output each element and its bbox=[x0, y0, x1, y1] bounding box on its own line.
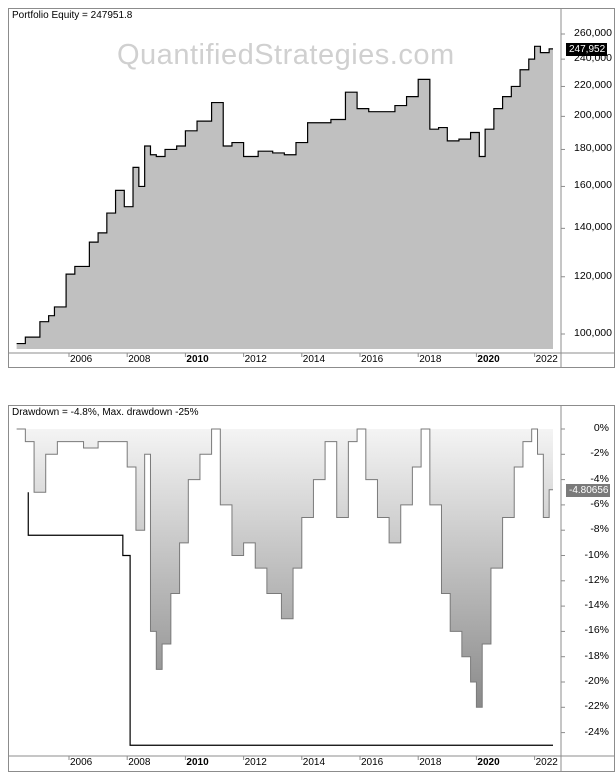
y-tick-label: -20% bbox=[584, 675, 609, 687]
x-tick-label: 2020 bbox=[477, 354, 500, 365]
y-tick-label: -2% bbox=[590, 447, 609, 460]
y-tick-label: -14% bbox=[584, 599, 609, 612]
x-tick-label: 2010 bbox=[186, 757, 209, 768]
x-tick-label: 2012 bbox=[244, 354, 267, 365]
watermark: QuantifiedStrategies.com bbox=[117, 39, 455, 71]
y-tick-label: 200,000 bbox=[574, 109, 612, 122]
y-tick-label: 140,000 bbox=[574, 221, 612, 234]
y-tick-label: -10% bbox=[584, 548, 609, 561]
x-tick-label: 2014 bbox=[302, 354, 326, 365]
x-tick-label: 2022 bbox=[535, 757, 558, 768]
y-tick-label: -6% bbox=[590, 497, 609, 510]
current-equity-badge: 247,952 bbox=[566, 42, 608, 56]
y-tick-label: -4% bbox=[590, 472, 609, 485]
x-tick-label: 2008 bbox=[128, 354, 151, 365]
x-tick-label: 2018 bbox=[419, 757, 442, 768]
y-tick-label: -22% bbox=[584, 700, 609, 713]
equity-panel: QuantifiedStrategies.com Portfolio Equit… bbox=[8, 8, 615, 368]
y-tick-label: 260,000 bbox=[574, 27, 612, 39]
y-tick-label: -24% bbox=[584, 725, 609, 738]
y-tick-label: 220,000 bbox=[574, 79, 612, 92]
equity-title: Portfolio Equity = 247951.8 bbox=[12, 10, 133, 21]
x-tick-label: 2008 bbox=[128, 757, 151, 768]
y-tick-label: -8% bbox=[590, 523, 609, 536]
drawdown-panel: Drawdown = -4.8%, Max. drawdown -25% 0% -… bbox=[8, 405, 615, 772]
x-tick-label: 2010 bbox=[186, 354, 209, 365]
x-tick-label: 2006 bbox=[70, 354, 93, 365]
x-tick-label: 2022 bbox=[535, 354, 558, 365]
x-tick-label: 2012 bbox=[244, 757, 267, 768]
drawdown-title: Drawdown = -4.8%, Max. drawdown -25% bbox=[12, 407, 199, 418]
x-tick-label: 2006 bbox=[70, 757, 93, 768]
y-tick-label: 100,000 bbox=[574, 327, 612, 339]
x-tick-label: 2018 bbox=[419, 354, 442, 365]
current-drawdown-badge: -4.80656 bbox=[566, 483, 611, 497]
y-tick-label: 160,000 bbox=[574, 179, 612, 192]
y-tick-label: 0% bbox=[593, 422, 609, 434]
x-tick-label: 2016 bbox=[361, 757, 384, 768]
y-tick-label: -18% bbox=[584, 649, 609, 662]
y-tick-label: 120,000 bbox=[574, 269, 612, 282]
drawdown-chart bbox=[9, 406, 614, 771]
y-tick-label: 180,000 bbox=[574, 142, 612, 155]
x-tick-label: 2016 bbox=[361, 354, 384, 365]
y-tick-label: -16% bbox=[584, 624, 609, 637]
x-tick-label: 2020 bbox=[477, 757, 500, 768]
y-tick-label: -12% bbox=[584, 573, 609, 586]
x-tick-label: 2014 bbox=[302, 757, 326, 768]
